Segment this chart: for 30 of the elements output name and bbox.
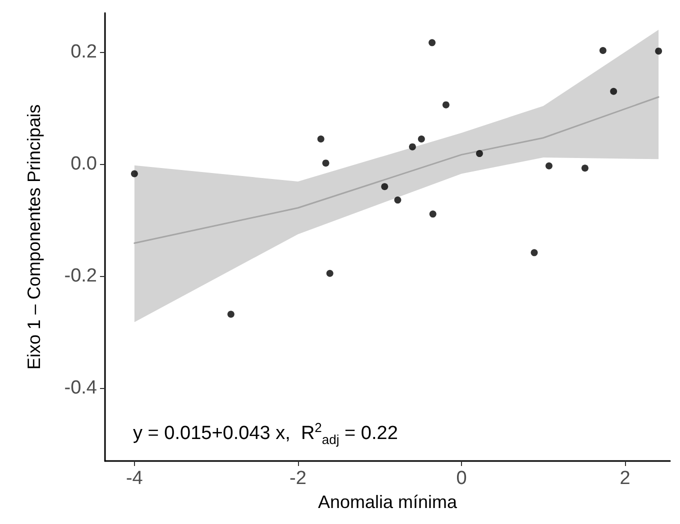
y-axis-title: Eixo 1 – Componentes Principais: [24, 104, 44, 370]
point: [429, 210, 436, 218]
point: [655, 48, 662, 55]
point: [227, 310, 234, 318]
y-tick-label: -0.4: [64, 378, 98, 399]
point: [326, 270, 334, 277]
point: [130, 170, 138, 178]
point: [599, 47, 606, 54]
y-tick-label: 0.0: [70, 154, 97, 175]
line-series: [134, 96, 660, 244]
point: [581, 164, 588, 172]
point: [381, 183, 388, 190]
point: [428, 39, 436, 46]
y-tick-label: 0.2: [70, 42, 97, 63]
point: [418, 136, 425, 142]
point: [317, 136, 324, 142]
point: [394, 196, 402, 204]
point: [545, 162, 552, 170]
x-tick-label: 2: [620, 468, 630, 489]
point: [530, 249, 538, 256]
x-tick-label: -2: [290, 468, 306, 489]
y-tick-label: -0.2: [64, 266, 97, 287]
point: [610, 88, 618, 95]
point: [322, 160, 330, 167]
x-tick-label: 0: [456, 468, 467, 489]
point: [476, 150, 483, 158]
x-axis-title: Anomalia mínima: [318, 492, 458, 512]
x-tick-label: -4: [126, 468, 144, 489]
point: [442, 101, 450, 108]
point: [408, 143, 416, 150]
